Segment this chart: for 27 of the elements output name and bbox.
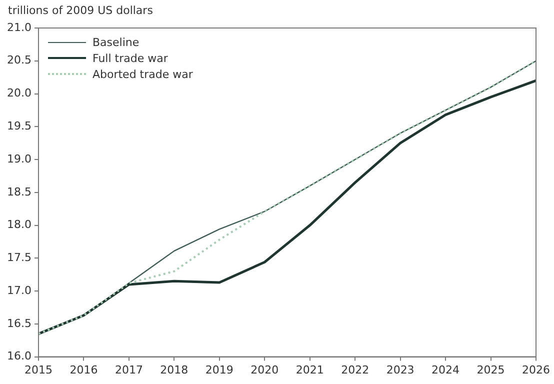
x-tick-label: 2016 bbox=[70, 363, 98, 376]
y-tick-label: 19.0 bbox=[6, 152, 32, 166]
x-tick-label: 2025 bbox=[476, 363, 505, 376]
x-tick-label: 2017 bbox=[114, 363, 143, 376]
y-tick-label: 16.0 bbox=[6, 350, 32, 363]
y-tick-label: 17.5 bbox=[6, 251, 32, 264]
legend-label: Aborted trade war bbox=[92, 68, 193, 80]
legend-label: Full trade war bbox=[92, 52, 168, 64]
y-tick-label: 17.0 bbox=[6, 284, 32, 297]
x-tick-label: 2023 bbox=[386, 363, 414, 376]
legend-label: Baseline bbox=[92, 36, 140, 48]
x-tick-label: 2021 bbox=[296, 363, 324, 376]
x-tick-label: 2020 bbox=[250, 363, 279, 376]
y-axis-title: trillions of 2009 US dollars bbox=[8, 4, 153, 17]
y-tick-label: 21.0 bbox=[6, 20, 32, 34]
y-tick-label: 20.0 bbox=[6, 86, 32, 100]
y-tick-label: 16.5 bbox=[6, 316, 32, 330]
x-tick-label: 2024 bbox=[432, 363, 460, 376]
y-tick-label: 18.0 bbox=[6, 218, 32, 232]
x-tick-label: 2019 bbox=[205, 363, 234, 376]
y-tick-label: 20.5 bbox=[6, 54, 32, 67]
y-tick-label: 18.5 bbox=[6, 185, 32, 198]
y-tick-label: 19.5 bbox=[6, 120, 32, 132]
x-tick-label: 2018 bbox=[160, 363, 188, 376]
x-tick-label: 2015 bbox=[24, 363, 52, 376]
x-tick-label: 2026 bbox=[522, 363, 550, 376]
x-tick-label: 2022 bbox=[341, 363, 370, 376]
